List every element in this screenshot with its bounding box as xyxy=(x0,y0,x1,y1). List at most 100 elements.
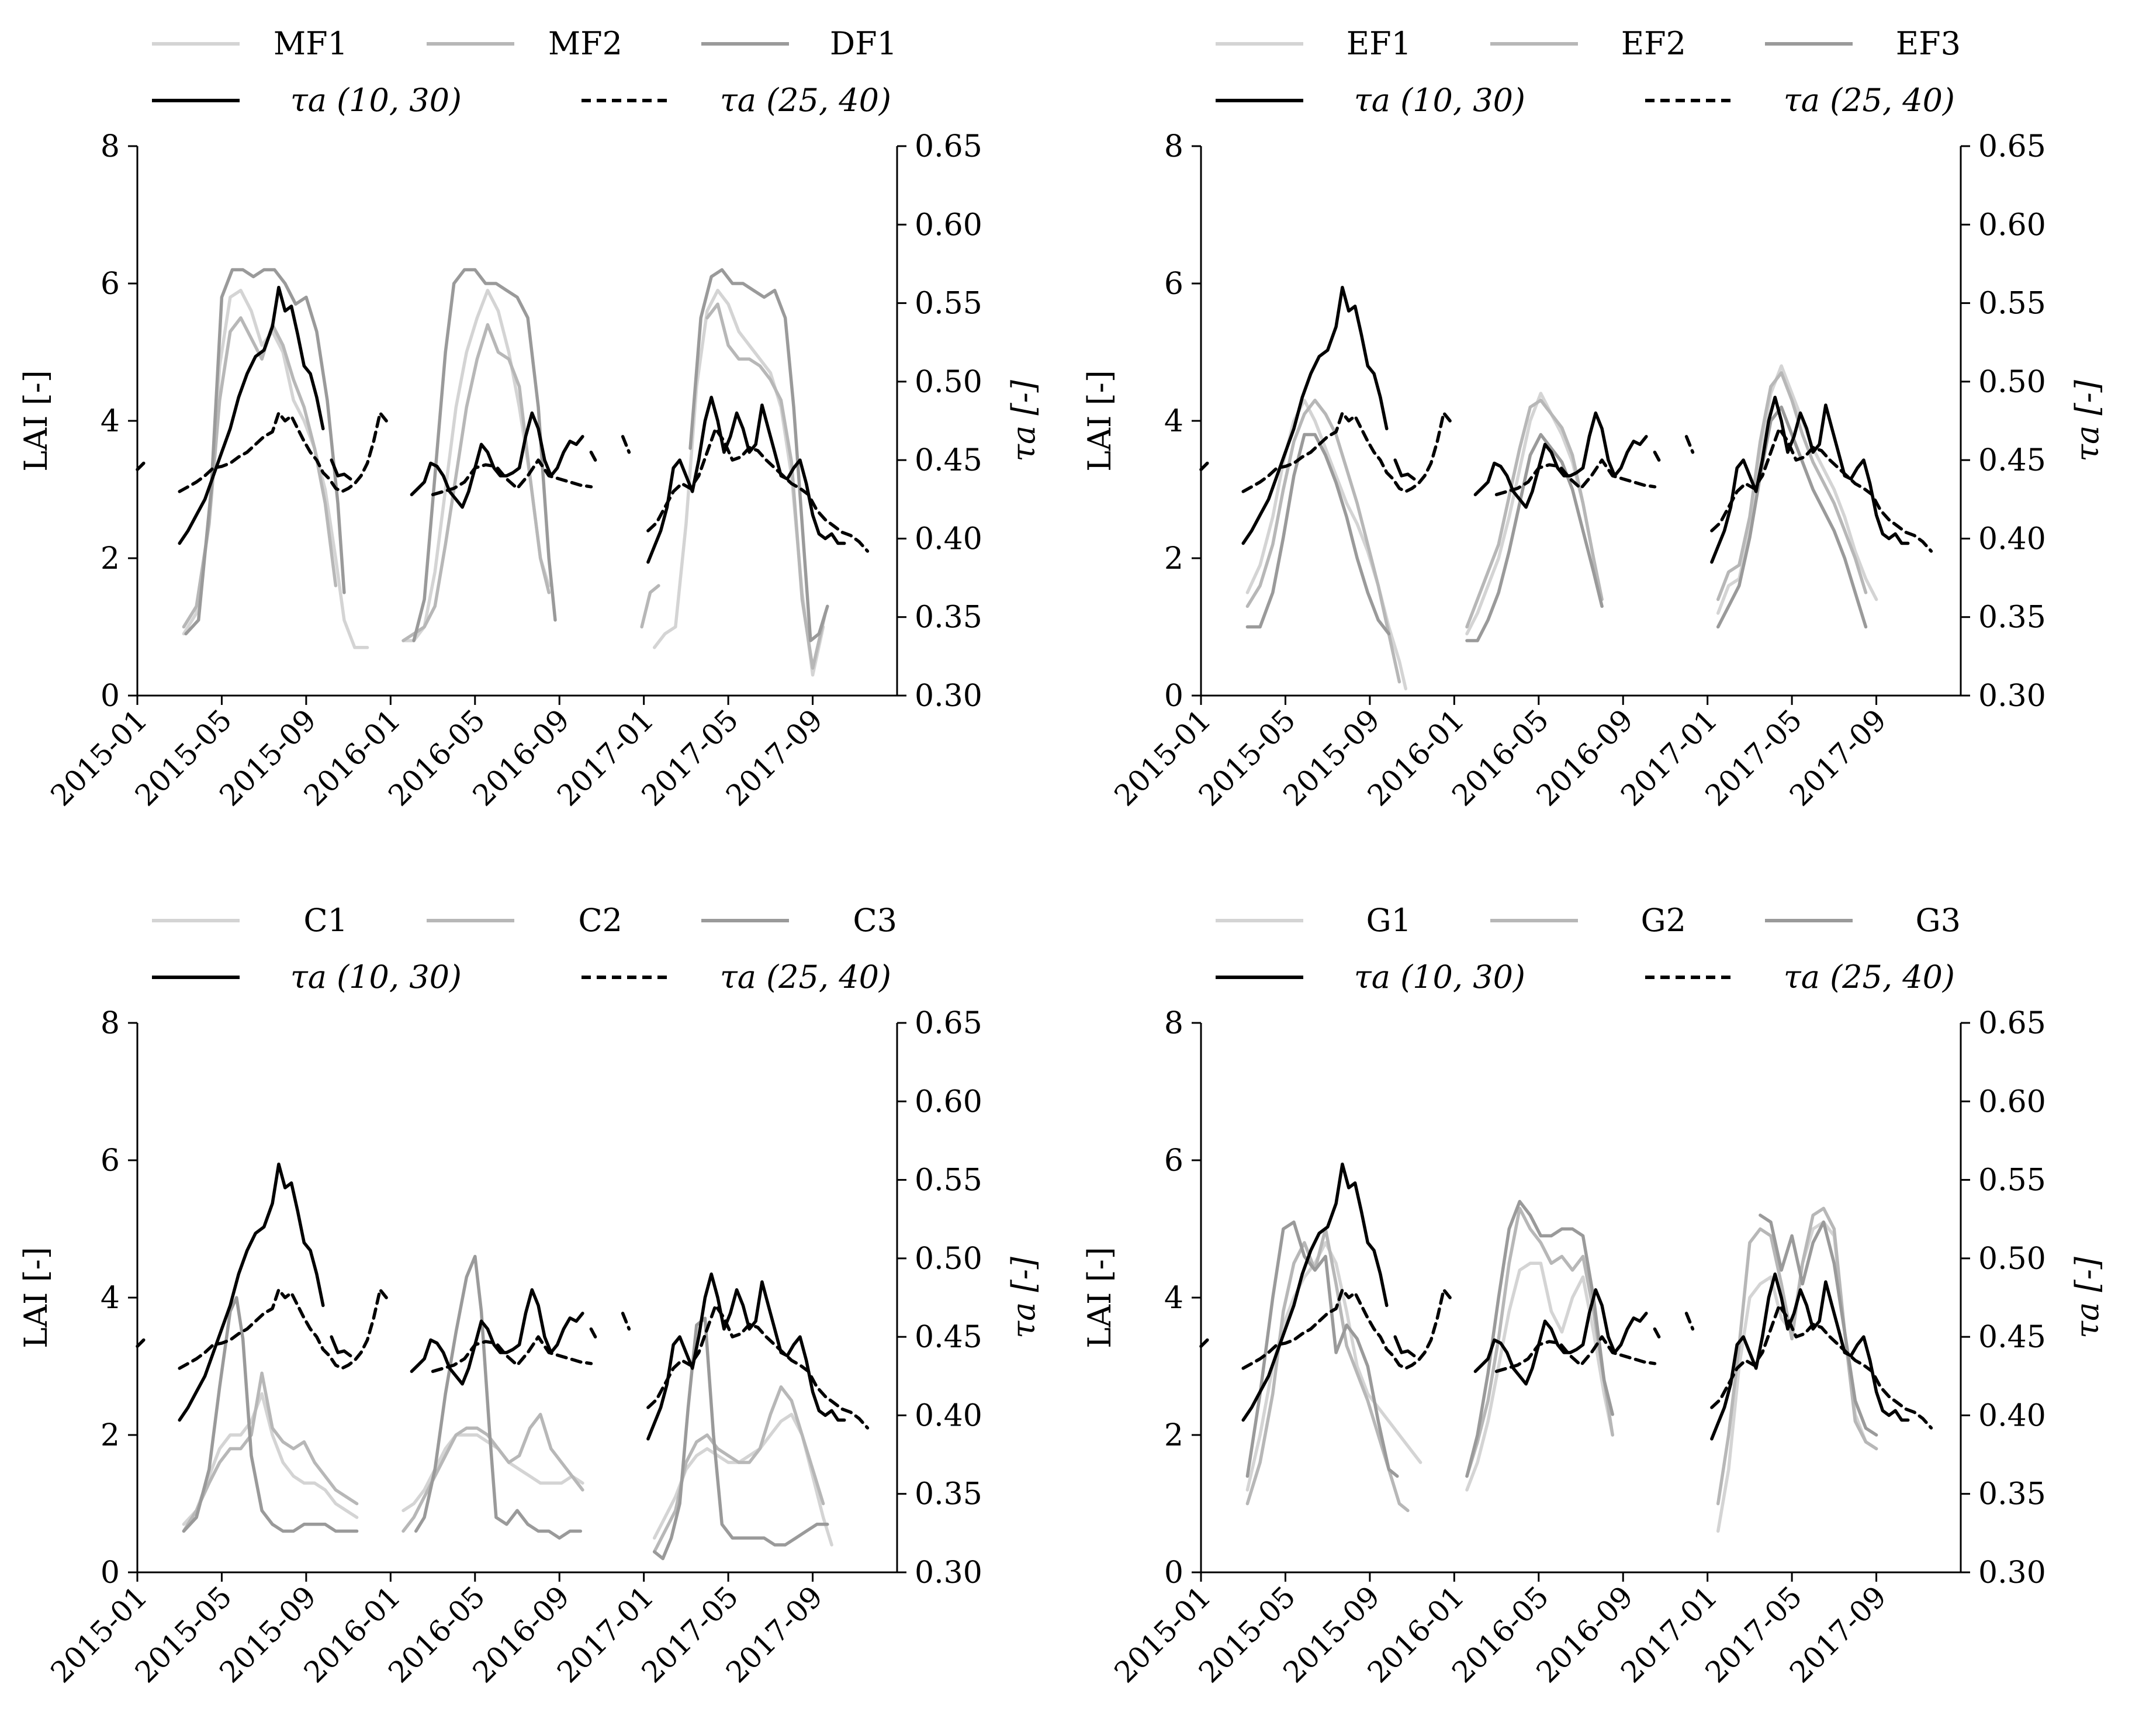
tau-tick-label: 0.30 xyxy=(915,679,982,714)
lai-tick-label: 6 xyxy=(1164,1143,1183,1178)
series-c3-segment-2 xyxy=(652,1316,829,1561)
lai-tick-label: 8 xyxy=(101,129,120,164)
legend-label-tau-25-40: τa (25, 40) xyxy=(720,82,891,119)
tau-tick-label: 0.60 xyxy=(915,1084,982,1119)
lai-tick-label: 8 xyxy=(1164,129,1183,164)
tau-tick-label: 0.50 xyxy=(915,365,982,400)
lai-tick-label: 6 xyxy=(101,267,120,302)
series--a-10-30--segment-1 xyxy=(330,1335,352,1358)
lai-tick-label: 2 xyxy=(101,1418,120,1453)
lai-tick-label: 2 xyxy=(1164,541,1183,576)
legend-label-c1: C1 xyxy=(303,902,348,939)
tau-tick-label: 0.50 xyxy=(915,1242,982,1277)
legend-label-c2: C2 xyxy=(578,902,622,939)
series-c2-segment-0 xyxy=(182,1371,359,1533)
lai-tick-label: 4 xyxy=(1164,404,1183,439)
tau-tick-label: 0.35 xyxy=(915,600,982,635)
series--a-25-40--segment-4 xyxy=(646,427,870,553)
tau-tick-label: 0.60 xyxy=(1978,1084,2046,1119)
series--a-10-30--segment-2 xyxy=(410,411,584,509)
series--a-10-30--segment-2 xyxy=(410,1288,584,1386)
legend-label-tau-10-30: τa (10, 30) xyxy=(1354,959,1525,995)
tau-tick-label: 0.65 xyxy=(1978,129,2046,164)
series--a-10-30--segment-4 xyxy=(646,1272,846,1441)
legend-label-g1: G1 xyxy=(1366,902,1412,939)
lai-tick-label: 2 xyxy=(101,541,120,576)
lai-tick-label: 6 xyxy=(1164,267,1183,302)
tau-tick-label: 0.65 xyxy=(1978,1006,2046,1041)
legend-label-tau-25-40: τa (25, 40) xyxy=(1784,82,1955,119)
legend-label-tau-10-30: τa (10, 30) xyxy=(1354,82,1525,119)
series-c1-segment-0 xyxy=(182,1392,359,1526)
series--a-10-30--segment-3 xyxy=(1653,450,1661,462)
series--a-25-40--segment-3 xyxy=(621,435,631,454)
lai-tick-label: 0 xyxy=(1164,1555,1183,1590)
chart-panel-top-right: EF1 EF2 EF3 τa (10, 30) τa (25, 40) 0 2 4 6 8 0.30… xyxy=(1081,25,2106,812)
lai-tick-label: 0 xyxy=(101,679,120,714)
lai-tick-label: 8 xyxy=(1164,1006,1183,1041)
lai-axis-label: LAI [-] xyxy=(1081,1247,1118,1348)
series-mf2-segment-2 xyxy=(640,584,660,629)
tau-tick-label: 0.30 xyxy=(1978,679,2046,714)
tau-tick-label: 0.35 xyxy=(1978,600,2046,635)
series--a-10-30--segment-1 xyxy=(330,458,352,481)
tau-tick-label: 0.55 xyxy=(1978,286,2046,321)
series--a-10-30--segment-4 xyxy=(1710,395,1910,564)
tau-axis-label: τa [-] xyxy=(2069,379,2106,462)
tau-tick-label: 0.55 xyxy=(915,1163,982,1198)
lai-tick-label: 4 xyxy=(101,1281,120,1316)
series--a-25-40--segment-3 xyxy=(1684,435,1695,454)
series--a-25-40--segment-1 xyxy=(178,411,388,493)
lai-tick-label: 8 xyxy=(101,1006,120,1041)
tau-tick-label: 0.40 xyxy=(1978,1398,2046,1433)
legend-label-tau-10-30: τa (10, 30) xyxy=(290,82,462,119)
legend-label-tau-25-40: τa (25, 40) xyxy=(1784,959,1955,995)
series-mf2-segment-3 xyxy=(705,302,827,670)
series--a-25-40--segment-2 xyxy=(431,458,593,496)
series--a-10-30--segment-4 xyxy=(1710,1272,1910,1441)
series--a-25-40--segment-4 xyxy=(1710,1303,1933,1430)
legend: EF1 EF2 EF3 τa (10, 30) τa (25, 40) xyxy=(1216,25,1961,119)
series--a-10-30--segment-0 xyxy=(178,1162,325,1422)
lai-axis-label: LAI [-] xyxy=(18,370,54,472)
series--a-25-40--segment-4 xyxy=(1710,427,1933,553)
tau-tick-label: 0.65 xyxy=(915,1006,982,1041)
legend-label-tau-25-40: τa (25, 40) xyxy=(720,959,891,995)
legend: C1 C2 C3 τa (10, 30) τa (25, 40) xyxy=(152,902,897,995)
tau-tick-label: 0.60 xyxy=(1978,208,2046,243)
series--a-10-30--segment-2 xyxy=(1473,1288,1648,1386)
series--a-25-40--segment-0 xyxy=(1199,461,1209,472)
legend-label-c3: C3 xyxy=(853,902,897,939)
series--a-10-30--segment-3 xyxy=(1653,1327,1661,1339)
series--a-10-30--segment-0 xyxy=(1241,285,1389,545)
series--a-25-40--segment-1 xyxy=(1241,411,1452,493)
series-ef3-segment-1 xyxy=(1465,433,1604,642)
series-mf2-segment-1 xyxy=(402,323,551,642)
series-df1-segment-1 xyxy=(412,268,557,642)
series--a-25-40--segment-2 xyxy=(431,1335,593,1373)
tau-tick-label: 0.35 xyxy=(915,1477,982,1512)
legend-label-mf1: MF1 xyxy=(274,25,348,62)
series--a-25-40--segment-4 xyxy=(646,1303,870,1430)
tau-tick-label: 0.45 xyxy=(1978,443,2046,478)
lai-tick-label: 6 xyxy=(101,1143,120,1178)
series--a-25-40--segment-0 xyxy=(1199,1338,1209,1348)
legend-label-ef1: EF1 xyxy=(1347,25,1411,62)
legend-label-mf2: MF2 xyxy=(548,25,622,62)
tau-tick-label: 0.60 xyxy=(915,208,982,243)
series-g3-segment-2 xyxy=(1759,1213,1878,1437)
series--a-10-30--segment-0 xyxy=(178,285,325,545)
tau-tick-label: 0.45 xyxy=(915,443,982,478)
tau-tick-label: 0.30 xyxy=(915,1555,982,1590)
legend-label-ef2: EF2 xyxy=(1621,25,1686,62)
tau-tick-label: 0.45 xyxy=(915,1320,982,1355)
series--a-25-40--segment-1 xyxy=(1241,1288,1452,1370)
series-ef2-segment-1 xyxy=(1465,399,1604,629)
tau-axis-label: τa [-] xyxy=(1005,379,1042,462)
series-c2-segment-2 xyxy=(652,1385,825,1554)
series--a-25-40--segment-0 xyxy=(136,461,146,472)
lai-tick-label: 0 xyxy=(101,1555,120,1590)
series-df1-segment-2 xyxy=(688,268,829,642)
tau-tick-label: 0.50 xyxy=(1978,365,2046,400)
